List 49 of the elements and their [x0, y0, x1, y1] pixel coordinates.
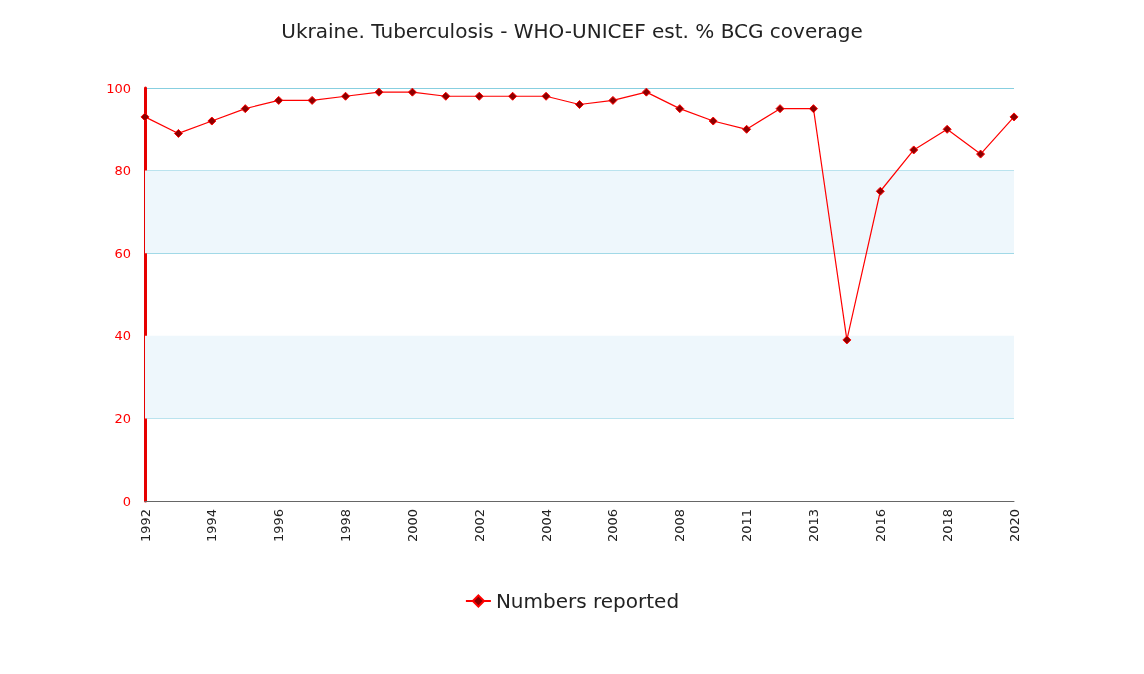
point [842, 335, 852, 345]
x-tick-label: 2006 [605, 509, 621, 543]
point [374, 87, 384, 97]
point [508, 91, 518, 101]
point [240, 104, 250, 114]
point [808, 104, 818, 114]
x-tick-label: 1996 [271, 509, 287, 543]
point [708, 116, 718, 126]
y-tick-label: 60 [114, 245, 131, 261]
x-tick-label: 2008 [672, 509, 688, 543]
point [1009, 112, 1019, 122]
y-tick-label: 20 [114, 410, 131, 426]
x-tick-label: 2000 [404, 509, 420, 543]
point [775, 104, 785, 114]
point [909, 145, 919, 155]
point [675, 104, 685, 114]
x-tick-label: 2016 [872, 509, 888, 543]
point [407, 87, 417, 97]
point [341, 91, 351, 101]
point [207, 116, 217, 126]
point [140, 112, 150, 122]
point [474, 91, 484, 101]
legend-label: Numbers reported [495, 589, 680, 613]
point [307, 95, 317, 105]
x-tick-label: 2013 [805, 509, 821, 543]
point [173, 128, 183, 138]
y-tick-label: 80 [114, 163, 131, 179]
y-tick-label: 100 [106, 80, 131, 96]
x-tick-label: 2020 [1006, 509, 1022, 543]
point [641, 87, 651, 97]
x-tick-label: 1992 [137, 509, 153, 543]
point [942, 124, 952, 134]
y-tick-label: 40 [114, 328, 131, 344]
x-tick-label: 1998 [338, 509, 354, 543]
point [742, 124, 752, 134]
chart-title: Ukraine. Tuberculosis - WHO-UNICEF est. % BCG coverage [281, 19, 863, 43]
x-tick-label: 2018 [939, 509, 955, 543]
y-tick-label: 0 [122, 493, 131, 509]
x-tick-label: 1994 [204, 509, 220, 543]
point [274, 95, 284, 105]
x-tick-label: 2004 [538, 509, 554, 543]
point [441, 91, 451, 101]
x-tick-label: 2002 [471, 509, 487, 543]
x-tick-label: 2011 [739, 509, 755, 543]
point [608, 95, 618, 105]
point [575, 100, 584, 110]
point [541, 91, 551, 101]
point [875, 186, 885, 196]
point [976, 149, 986, 159]
